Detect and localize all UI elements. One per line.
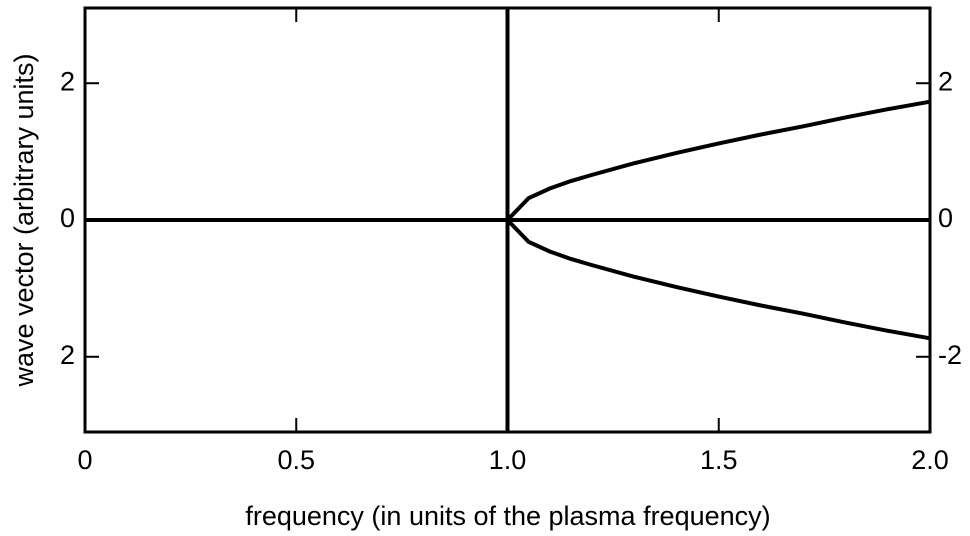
x-axis-label: frequency (in units of the plasma freque… bbox=[245, 501, 770, 531]
y-tick-label: 2 bbox=[60, 340, 75, 370]
y2-tick-label: 0 bbox=[938, 203, 953, 233]
y-tick-label: 0 bbox=[60, 203, 75, 233]
x-tick-label: 1.0 bbox=[489, 445, 527, 475]
data-line bbox=[506, 99, 931, 222]
x-tick-label: 0.5 bbox=[277, 445, 315, 475]
x-tick-label: 1.5 bbox=[700, 445, 738, 475]
y-axis-label: wave vector (arbitrary units) bbox=[9, 53, 39, 387]
y2-tick-label: 2 bbox=[938, 66, 953, 96]
x-tick-label: 0 bbox=[77, 445, 92, 475]
data-line bbox=[506, 218, 931, 341]
y-tick-label: 2 bbox=[60, 66, 75, 96]
x-tick-label: 2.0 bbox=[911, 445, 949, 475]
y2-tick-label: -2 bbox=[938, 340, 962, 370]
